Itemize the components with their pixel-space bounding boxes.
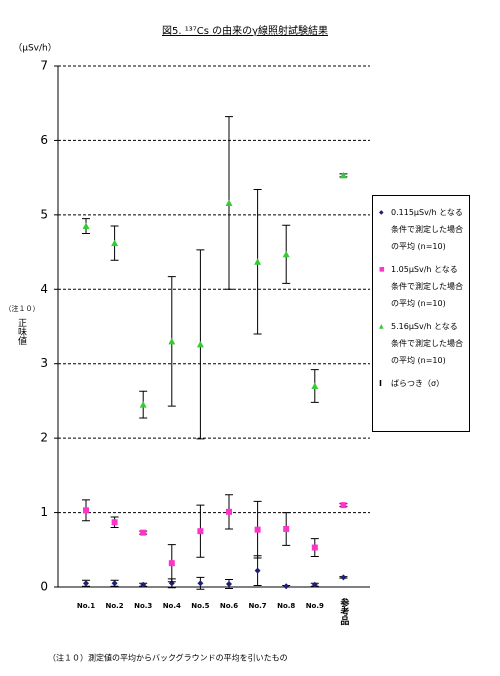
- point: [225, 199, 233, 206]
- y-tick-label: 6: [40, 133, 48, 147]
- point: [254, 526, 261, 533]
- y-label: 正味値: [16, 318, 26, 345]
- legend-marker: ▲: [379, 323, 384, 330]
- x-tick-label: No.8: [277, 602, 295, 610]
- legend-label: ばらつき（σ）: [391, 379, 445, 388]
- point: [283, 583, 290, 590]
- legend-item: ◆ 0.115μSv/h となる条件で測定した場合の平均 (n=10): [379, 204, 465, 255]
- x-tick-label: No.5: [191, 602, 209, 610]
- legend-label: 0.115μSv/h となる条件で測定した場合の平均 (n=10): [391, 208, 463, 251]
- y-note: （注１０）: [5, 304, 40, 313]
- point: [111, 239, 119, 247]
- point: [340, 574, 347, 581]
- point: [311, 544, 318, 551]
- point: [226, 581, 232, 588]
- point: [140, 581, 147, 588]
- y-unit: （μSv/h）: [13, 43, 57, 54]
- x-tick-label: No.9: [306, 602, 324, 610]
- y-tick-label: 1: [40, 505, 48, 519]
- point: [168, 560, 175, 567]
- point: [254, 567, 261, 574]
- point: [83, 580, 89, 587]
- y-tick-label: 0: [40, 580, 48, 594]
- y-tick-label: 3: [40, 356, 48, 370]
- point: [83, 507, 89, 514]
- y-tick-label: 5: [40, 207, 48, 221]
- point: [111, 580, 118, 587]
- point: [254, 258, 262, 265]
- x-tick-label: 参考品: [338, 598, 349, 625]
- y-tick-label: 7: [40, 59, 48, 73]
- point: [111, 519, 118, 526]
- footnote: （注１０）測定値の平均からバックグラウンドの平均を引いたもの: [48, 653, 288, 663]
- legend: ◆ 0.115μSv/h となる条件で測定した場合の平均 (n=10) ■ 1.05μ…: [372, 195, 470, 432]
- x-tick-label: No.2: [105, 602, 123, 610]
- point: [339, 171, 347, 179]
- point: [226, 508, 232, 515]
- legend-marker: I: [379, 379, 382, 388]
- point: [168, 337, 176, 345]
- y-tick-label: 2: [40, 431, 48, 445]
- y-tick-label: 4: [40, 282, 48, 296]
- x-tick-label: No.6: [220, 602, 238, 610]
- point: [197, 528, 204, 535]
- x-tick-label: No.1: [77, 602, 95, 610]
- legend-marker: ◆: [379, 209, 384, 216]
- legend-item: ▲ 5.16μSv/h となる条件で測定した場合の平均 (n=10): [379, 318, 465, 369]
- point: [283, 525, 290, 532]
- point: [139, 401, 147, 408]
- point: [82, 222, 90, 230]
- point: [196, 340, 204, 348]
- legend-item: ■ 1.05μSv/h となる条件で測定した場合の平均 (n=10): [379, 261, 465, 312]
- x-tick-label: No.7: [248, 602, 266, 610]
- point: [311, 581, 318, 588]
- x-tick-label: No.4: [163, 602, 181, 610]
- point: [311, 382, 319, 390]
- point: [140, 529, 147, 536]
- legend-label: 1.05μSv/h となる条件で測定した場合の平均 (n=10): [391, 265, 463, 308]
- legend-marker: ■: [379, 266, 385, 273]
- x-tick-label: No.3: [134, 602, 152, 610]
- point: [282, 250, 290, 258]
- legend-item: I ばらつき（σ）: [379, 375, 465, 392]
- legend-label: 5.16μSv/h となる条件で測定した場合の平均 (n=10): [391, 322, 463, 365]
- point: [340, 502, 347, 509]
- chart-title: 図5. ¹³⁷Cs の由来のγ線照射試験結果: [162, 24, 328, 37]
- point: [197, 580, 204, 587]
